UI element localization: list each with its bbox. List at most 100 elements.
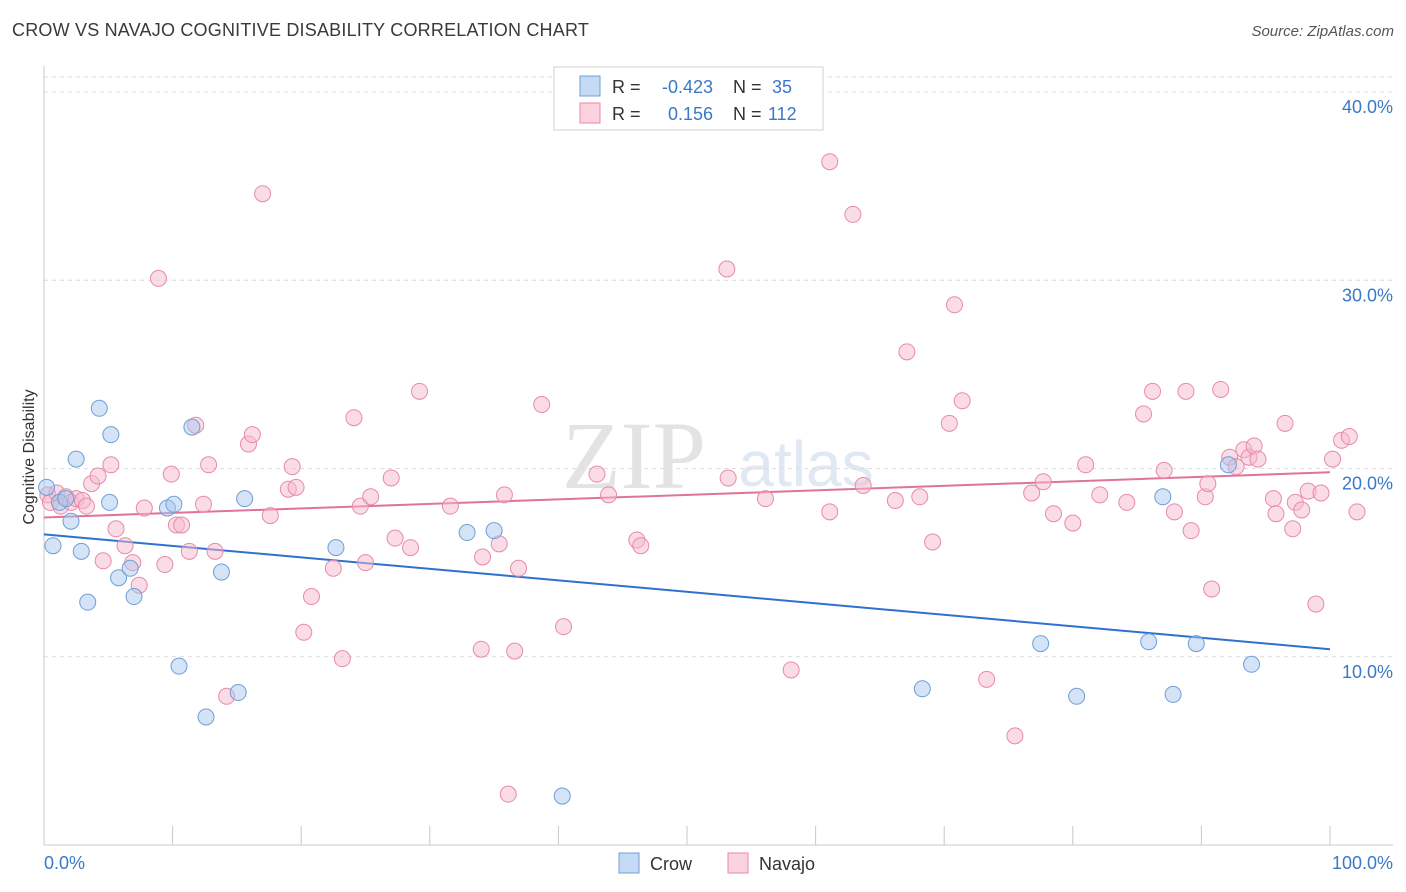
crow-trend-line [43,533,1331,651]
navajo-point [911,488,929,506]
crow-bottom-swatch [618,852,640,874]
navajo-point [116,537,134,555]
crow-point [458,524,476,542]
navajo-point [149,269,167,287]
navajo-point [472,640,490,658]
navajo-point [1324,450,1342,468]
navajo-point [1293,501,1311,519]
crow-point [229,684,247,702]
navajo-point [499,785,517,803]
navajo-point [94,552,112,570]
navajo-point [1118,493,1136,511]
crow-r-label: R = [612,77,641,97]
navajo-point [1212,380,1230,398]
navajo-point [1203,580,1221,598]
crow-point [553,787,571,805]
navajo-point [194,495,212,513]
navajo-point [945,296,963,314]
navajo-point [1307,595,1325,613]
navajo-point [632,537,650,555]
crow-point [1219,456,1237,474]
navajo-point [782,661,800,679]
navajo-point [173,516,191,534]
navajo-point [495,486,513,504]
navajo-point [510,559,528,577]
crow-point [236,490,254,508]
navajo-point [402,539,420,557]
navajo-point [756,490,774,508]
crow-point [1154,488,1172,506]
crow-point [1140,633,1158,651]
navajo-point [362,488,380,506]
source-label: Source: ZipAtlas.com [1251,23,1394,40]
crow-point [90,399,108,417]
crow-point [913,680,931,698]
navajo-point [287,478,305,496]
navajo-point [1023,484,1041,502]
crow-point [102,426,120,444]
crow-n-value: 35 [772,77,792,97]
y-tick-label: 20.0% [1342,474,1393,494]
crow-point [183,418,201,436]
navajo-point [474,548,492,566]
navajo-point [978,670,996,688]
navajo-point [156,556,174,574]
navajo-point [1276,414,1294,432]
grid-layer: 10.0% 20.0% 30.0% 40.0% [44,76,1393,682]
crow-point [197,708,215,726]
crow-bottom-label: Crow [650,854,693,874]
navajo-point [1165,503,1183,521]
navajo-point [411,382,429,400]
x-tick-label-max: 100.0% [1332,853,1393,873]
navajo-r-label: R = [612,104,641,124]
crow-point [110,569,128,587]
navajo-point [243,426,261,444]
navajo-point [821,153,839,171]
navajo-point [261,507,279,525]
navajo-point [441,497,459,515]
navajo-point [533,396,551,414]
crow-point [121,559,139,577]
crow-point [327,539,345,557]
crow-point [72,542,90,560]
navajo-bottom-label: Navajo [759,854,815,874]
crow-point [170,657,188,675]
navajo-point [719,469,737,487]
navajo-point [162,465,180,483]
crow-point [1164,685,1182,703]
navajo-point [1177,382,1195,400]
navajo-point [135,499,153,517]
y-tick-label: 30.0% [1342,285,1393,305]
navajo-point [953,392,971,410]
navajo-r-value: 0.156 [668,104,713,124]
navajo-point [854,476,872,494]
navajo-point [345,409,363,427]
navajo-bottom-swatch [727,852,749,874]
navajo-point [386,529,404,547]
navajo-point [1199,475,1217,493]
crow-n-label: N = [733,77,762,97]
navajo-point [1267,505,1285,523]
chart-title: CROW VS NAVAJO COGNITIVE DISABILITY CORR… [12,20,590,40]
crow-point [79,593,97,611]
navajo-point [102,456,120,474]
crow-point [1187,635,1205,653]
navajo-point [1264,490,1282,508]
navajo-point [1135,405,1153,423]
navajo-point [1312,484,1330,502]
stats-legend: R = -0.423 N = 35 R = 0.156 N = 112 [553,66,824,131]
navajo-point [206,542,224,560]
crow-point [38,478,56,496]
crow-point [485,522,503,540]
navajo-point [1249,450,1267,468]
navajo-point [844,205,862,223]
trend-layer [43,471,1331,651]
navajo-point [1034,473,1052,491]
crow-point [1243,655,1261,673]
y-axis-title: Cognitive Disability [21,389,38,524]
navajo-trend-line [43,471,1331,519]
navajo-point [1091,486,1109,504]
navajo-point [1340,428,1358,446]
navajo-n-label: N = [733,104,762,124]
